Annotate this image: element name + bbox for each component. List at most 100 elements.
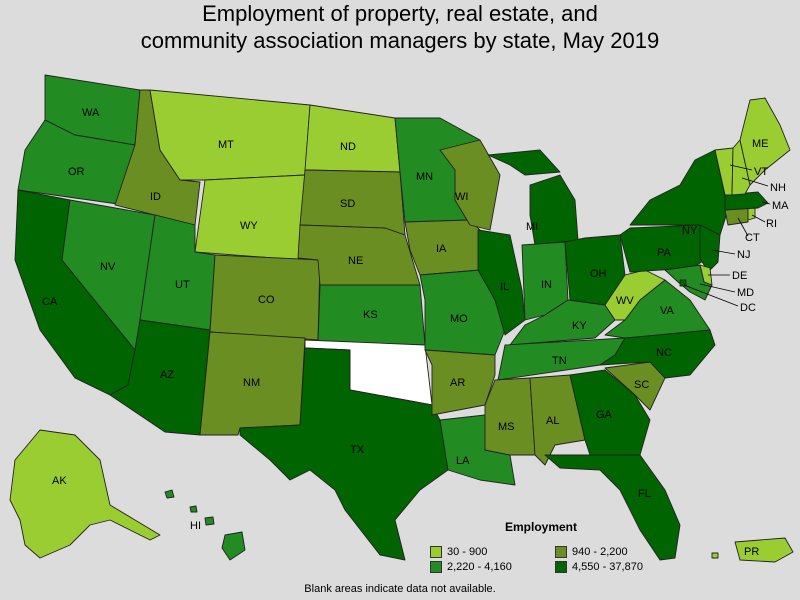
leader-line-ma: [761, 201, 771, 205]
state-label-sc: SC: [634, 379, 649, 391]
legend-label-bin-2: 940 - 2,200: [572, 546, 628, 558]
state-me[interactable]: [739, 97, 791, 186]
state-label-oh: OH: [590, 268, 607, 280]
state-label-ca: CA: [42, 296, 58, 308]
state-sc[interactable]: [604, 361, 666, 411]
state-label-ct: CT: [745, 232, 760, 244]
state-label-sd: SD: [340, 198, 355, 210]
leader-line-nh: [741, 177, 769, 187]
state-label-il: IL: [500, 281, 509, 293]
state-label-ri: RI: [766, 218, 777, 230]
state-wv[interactable]: [604, 269, 666, 321]
state-label-id: ID: [150, 191, 161, 203]
legend-item-bin-4: 4,550 - 37,870: [555, 561, 643, 573]
state-label-tn: TN: [552, 355, 567, 367]
legend-swatch-bin-3: [430, 561, 442, 573]
state-label-ms: MS: [498, 421, 515, 433]
state-label-de: DE: [732, 270, 747, 282]
state-ny[interactable]: [629, 149, 729, 236]
state-label-nj: NJ: [737, 249, 750, 261]
legend-swatch-bin-2: [555, 546, 567, 558]
legend-label-bin-4: 4,550 - 37,870: [572, 561, 643, 573]
state-label-nm: NM: [243, 377, 260, 389]
legend-item-bin-3: 2,220 - 4,160: [430, 561, 512, 573]
state-pr[interactable]: [711, 537, 794, 563]
state-ak[interactable]: [9, 429, 161, 559]
state-label-ia: IA: [436, 243, 447, 255]
legend-item-bin-2: 940 - 2,200: [555, 546, 628, 558]
state-wy[interactable]: [194, 174, 306, 261]
state-label-mt: MT: [218, 139, 234, 151]
state-ms[interactable]: [484, 377, 536, 456]
state-label-hi: HI: [190, 520, 201, 532]
state-ct[interactable]: [724, 207, 749, 226]
leader-line-vt: [729, 164, 753, 171]
state-mt[interactable]: [149, 89, 311, 181]
state-label-ks: KS: [363, 309, 378, 321]
state-label-dc: DC: [740, 302, 756, 314]
state-il[interactable]: [477, 229, 526, 336]
state-ma[interactable]: [724, 191, 769, 211]
state-label-pr: PR: [744, 546, 759, 558]
state-label-ak: AK: [52, 475, 67, 487]
state-label-ky: KY: [572, 320, 587, 332]
state-label-wv: WV: [616, 295, 634, 307]
state-label-wy: WY: [240, 220, 258, 232]
state-label-tx: TX: [350, 444, 365, 456]
leader-line-nj: [711, 249, 736, 255]
state-hi[interactable]: [164, 489, 246, 561]
state-tx[interactable]: [239, 347, 449, 561]
state-label-in: IN: [541, 279, 552, 291]
state-label-me: ME: [752, 138, 769, 150]
legend-item-bin-1: 30 - 900: [430, 546, 487, 558]
state-label-ga: GA: [596, 409, 613, 421]
state-label-ne: NE: [348, 255, 363, 267]
map-title-line-2: community association managers by state,…: [140, 28, 660, 53]
state-wi[interactable]: [439, 139, 501, 231]
state-ga[interactable]: [569, 369, 651, 456]
map-title: Employment of property, real estate, and…: [0, 0, 800, 54]
state-ia[interactable]: [404, 219, 491, 276]
leader-line-ct: [737, 217, 749, 237]
map-title-line-1: Employment of property, real estate, and: [202, 1, 598, 26]
state-label-nc: NC: [656, 347, 672, 359]
legend-label-bin-3: 2,220 - 4,160: [447, 561, 512, 573]
state-nj[interactable]: [699, 224, 721, 273]
state-label-vt: VT: [754, 166, 768, 178]
state-label-or: OR: [68, 166, 85, 178]
state-labels: WA OR CA NV ID MT WY UT AZ CO NM ND SD N…: [42, 107, 789, 558]
state-label-wi: WI: [455, 191, 468, 203]
legend-swatch-bin-4: [555, 561, 567, 573]
leader-line-md: [699, 283, 736, 293]
state-label-nv: NV: [100, 261, 116, 273]
state-label-mi: MI: [526, 221, 538, 233]
state-label-md: MD: [737, 287, 754, 299]
state-fl[interactable]: [544, 454, 681, 561]
leader-line-dc: [683, 284, 739, 307]
legend-swatch-bin-1: [430, 546, 442, 558]
state-nc[interactable]: [599, 329, 716, 379]
legend-title: Employment: [505, 520, 578, 534]
state-label-wa: WA: [82, 107, 100, 119]
state-label-nh: NH: [770, 182, 786, 194]
state-label-fl: FL: [638, 488, 651, 500]
state-label-ut: UT: [175, 279, 190, 291]
state-ri[interactable]: [747, 207, 756, 221]
state-label-pa: PA: [657, 247, 672, 259]
state-label-mo: MO: [450, 313, 468, 325]
legend-label-bin-1: 30 - 900: [447, 546, 488, 558]
state-label-la: LA: [456, 455, 470, 467]
state-label-ar: AR: [450, 377, 465, 389]
state-label-va: VA: [660, 305, 675, 317]
state-nd[interactable]: [304, 104, 401, 173]
state-label-az: AZ: [160, 369, 174, 381]
state-label-nd: ND: [340, 141, 356, 153]
leader-line-ri: [751, 214, 766, 223]
state-label-ny: NY: [682, 225, 698, 237]
footnote: Blank areas indicate data not available.: [304, 583, 496, 595]
state-label-ma: MA: [772, 200, 789, 212]
state-label-co: CO: [258, 294, 275, 306]
state-label-mn: MN: [416, 171, 433, 183]
state-label-al: AL: [546, 415, 559, 427]
